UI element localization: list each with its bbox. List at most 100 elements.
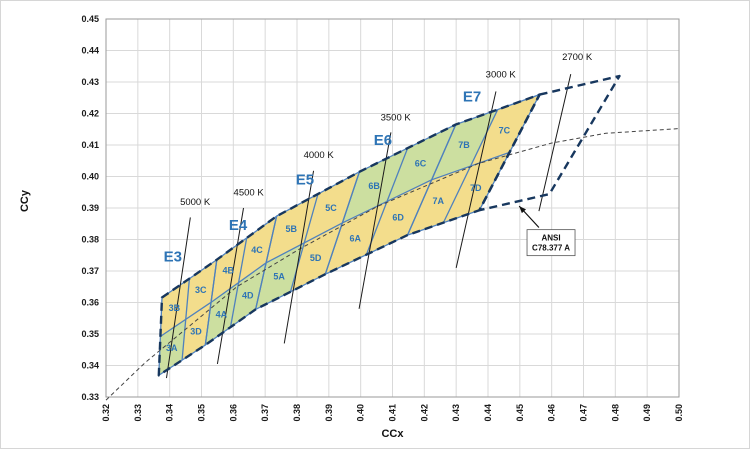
x-tick-label: 0.36 bbox=[228, 404, 238, 422]
cct-label-2700K: 2700 K bbox=[562, 52, 593, 63]
x-tick-label: 0.41 bbox=[388, 404, 398, 422]
cct-line-3000K bbox=[455, 91, 497, 268]
y-tick-label: 0.41 bbox=[81, 140, 99, 150]
sub-bin-label-7B: 7B bbox=[458, 140, 470, 150]
cct-label-5000K: 5000 K bbox=[180, 197, 211, 208]
bin-cct-divider-E3 bbox=[181, 278, 191, 361]
bin-label-E7: E7 bbox=[463, 89, 481, 106]
labels: 3A 3B 3C 3D E3 4A 4B 4C 4D E4 5A 5B 5C 5D E5 6A 6B 6C 6D E6… bbox=[164, 52, 593, 353]
y-tick-label: 0.44 bbox=[81, 46, 99, 56]
y-tick-label: 0.35 bbox=[81, 329, 99, 339]
cct-label-3500K: 3500 K bbox=[381, 112, 412, 123]
cct-label-3000K: 3000 K bbox=[486, 69, 517, 80]
sub-bin-label-4A: 4A bbox=[216, 309, 228, 319]
cct-label-4500K: 4500 K bbox=[234, 187, 265, 198]
y-tick-label: 0.39 bbox=[81, 203, 99, 213]
x-tick-label: 0.38 bbox=[292, 404, 302, 422]
bin-label-E5: E5 bbox=[296, 171, 314, 188]
sub-bin-7D bbox=[443, 152, 510, 223]
bin-cct-divider-E7 bbox=[442, 109, 499, 223]
sub-bin-6A bbox=[325, 201, 387, 275]
bin-cct-divider-E5 bbox=[289, 193, 319, 292]
sub-bin-4C bbox=[238, 216, 277, 283]
sub-bin-3B bbox=[160, 278, 190, 337]
sub-bin-label-6B: 6B bbox=[368, 181, 380, 191]
y-tick-label: 0.38 bbox=[81, 235, 99, 245]
ansi-annotation-text-line2: C78.377 A bbox=[532, 244, 570, 253]
x-tick-label: 0.43 bbox=[451, 404, 461, 422]
y-axis-title: CCy bbox=[19, 190, 31, 213]
plot-border bbox=[105, 18, 680, 398]
x-tick-label: 0.39 bbox=[324, 404, 334, 422]
x-tick-label: 0.49 bbox=[642, 404, 652, 422]
planckian-locus-curve bbox=[105, 128, 680, 401]
ansi-annotation-text-line1: ANSI bbox=[541, 234, 560, 243]
x-tick-label: 0.42 bbox=[419, 404, 429, 422]
sub-bin-label-5D: 5D bbox=[310, 253, 322, 263]
y-tick-label: 0.34 bbox=[81, 361, 99, 371]
sub-bin-7A bbox=[407, 166, 471, 236]
y-tick-label: 0.43 bbox=[81, 77, 99, 87]
y-tick-label: 0.45 bbox=[81, 14, 99, 24]
y-tick-label: 0.40 bbox=[81, 172, 99, 182]
bin-cct-divider-E6 bbox=[365, 147, 409, 255]
sub-bin-label-6D: 6D bbox=[392, 213, 404, 223]
sub-bin-label-5C: 5C bbox=[325, 203, 337, 213]
x-tick-label: 0.44 bbox=[483, 404, 493, 422]
cct-line-3500K bbox=[358, 132, 392, 309]
sub-bin-label-5A: 5A bbox=[273, 272, 285, 282]
cct-label-4000K: 4000 K bbox=[304, 150, 335, 161]
sub-bin-label-7C: 7C bbox=[499, 126, 511, 136]
bin-label-E3: E3 bbox=[164, 249, 182, 266]
x-tick-label: 0.34 bbox=[165, 404, 175, 422]
x-tick-labels: 0.32 0.33 0.34 0.35 0.36 0.37 0.38 0.39 0.40 0.41… bbox=[101, 404, 684, 422]
sub-bin-4A bbox=[205, 282, 239, 345]
bin-label-E4: E4 bbox=[229, 217, 248, 234]
sub-bin-label-5B: 5B bbox=[285, 224, 297, 234]
y-tick-label: 0.37 bbox=[81, 266, 99, 276]
sub-bin-6C bbox=[387, 124, 456, 202]
ansi-annotation-arrowhead bbox=[519, 206, 526, 214]
sub-bin-label-3D: 3D bbox=[190, 327, 202, 337]
sub-bin-label-7A: 7A bbox=[433, 196, 445, 206]
x-tick-label: 0.45 bbox=[515, 404, 525, 422]
x-axis-title: CCx bbox=[381, 428, 404, 440]
y-tick-label: 0.42 bbox=[81, 109, 99, 119]
cct-line-2700K bbox=[538, 74, 572, 212]
y-tick-label: 0.36 bbox=[81, 298, 99, 308]
x-tick-label: 0.46 bbox=[547, 404, 557, 422]
x-tick-label: 0.35 bbox=[197, 404, 207, 422]
sub-bin-4D bbox=[230, 262, 267, 328]
sub-bin-5C bbox=[304, 171, 360, 243]
sub-bin-4B bbox=[211, 237, 247, 303]
x-tick-label: 0.40 bbox=[356, 404, 366, 422]
sub-bin-label-3C: 3C bbox=[195, 285, 207, 295]
cct-line-4500K bbox=[216, 207, 245, 365]
sub-bin-label-4C: 4C bbox=[251, 245, 263, 255]
sub-bin-label-4D: 4D bbox=[242, 291, 254, 301]
sub-bin-3C bbox=[185, 259, 217, 320]
bin-cct-divider-E4 bbox=[229, 237, 248, 328]
bin-fills bbox=[158, 94, 540, 376]
sub-bin-7C bbox=[470, 94, 540, 167]
y-tick-labels: 0.33 0.34 0.35 0.36 0.37 0.38 0.39 0.40 0.41 0.42… bbox=[81, 14, 99, 402]
sub-bin-5A bbox=[255, 242, 305, 310]
sub-bin-label-6A: 6A bbox=[350, 233, 362, 243]
sub-bin-5D bbox=[290, 223, 343, 292]
sub-bin-6D bbox=[366, 179, 432, 255]
x-tick-label: 0.48 bbox=[610, 404, 620, 422]
x-tick-label: 0.37 bbox=[260, 404, 270, 422]
ansi-annotation-box bbox=[526, 229, 576, 257]
x-tick-label: 0.47 bbox=[579, 404, 589, 422]
sub-bin-label-7D: 7D bbox=[470, 183, 482, 193]
sub-bin-5B bbox=[266, 194, 318, 263]
sub-bin-label-3B: 3B bbox=[169, 303, 181, 313]
sub-bin-7B bbox=[431, 109, 498, 180]
sub-bin-label-4B: 4B bbox=[223, 266, 235, 276]
x-tick-label: 0.32 bbox=[101, 404, 111, 422]
ansi-2700k-quadrangle bbox=[478, 74, 621, 212]
x-tick-label: 0.33 bbox=[133, 404, 143, 422]
cct-line-5000K bbox=[165, 217, 191, 379]
